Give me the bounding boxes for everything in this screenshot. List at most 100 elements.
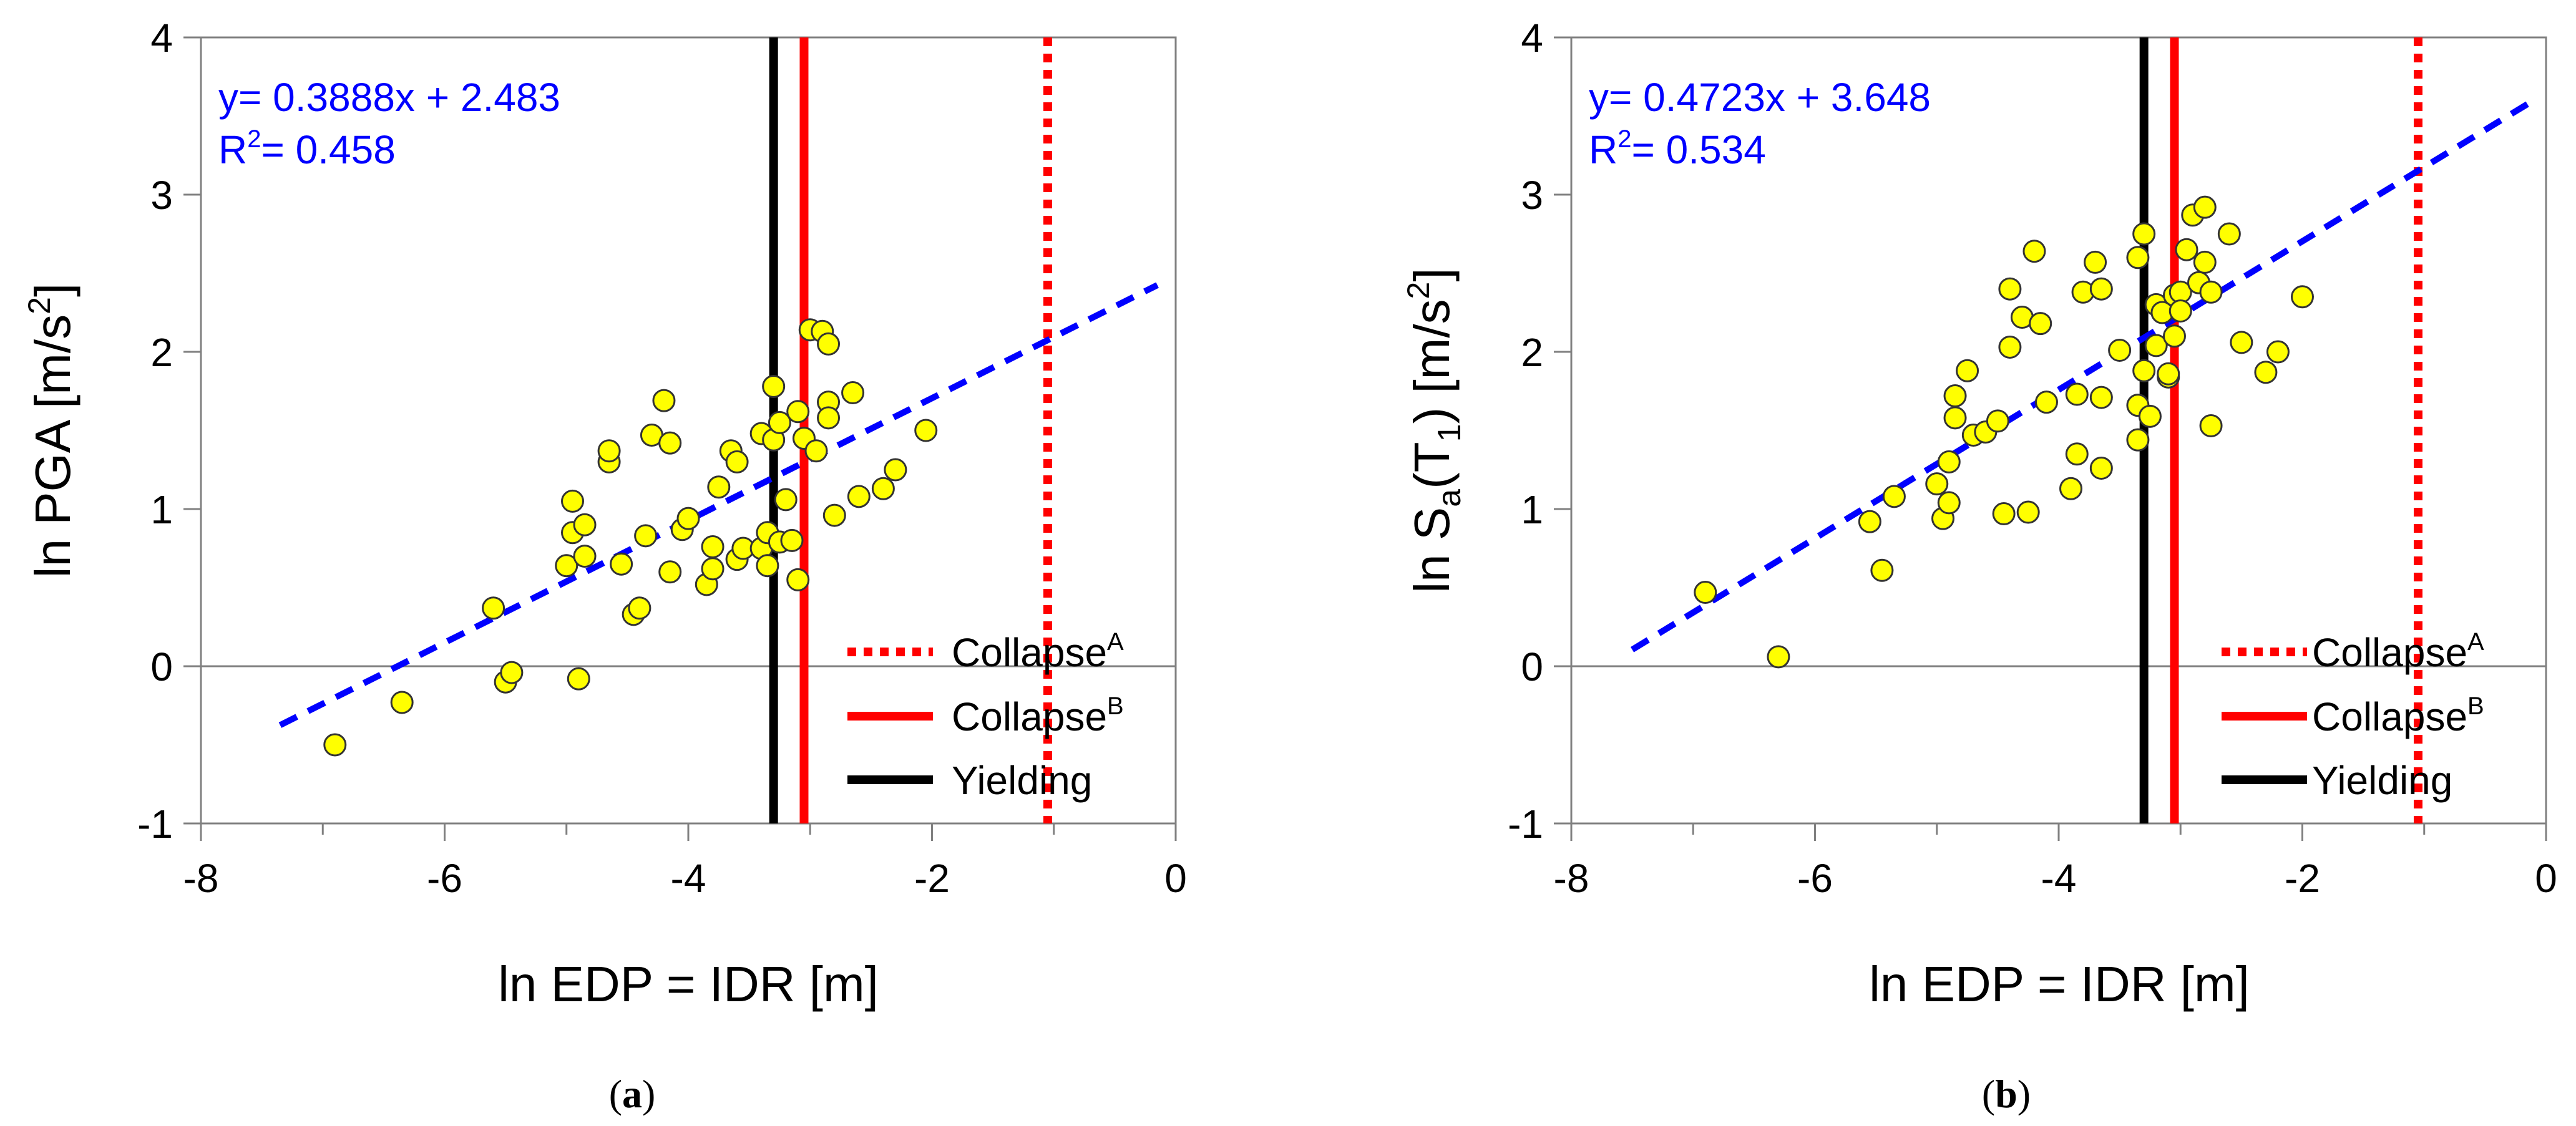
data-point bbox=[2138, 404, 2162, 428]
data-point bbox=[1986, 409, 2009, 433]
data-point bbox=[707, 475, 731, 499]
data-point bbox=[652, 389, 676, 412]
data-point bbox=[841, 381, 865, 405]
data-point bbox=[1925, 472, 1949, 496]
panel-caption: (b) bbox=[1982, 1072, 2031, 1116]
y-axis-label: ln Sa(T1) [m/s2] bbox=[1401, 268, 1468, 593]
y-tick-label: 0 bbox=[150, 644, 173, 689]
x-tick-label: -6 bbox=[1797, 856, 1833, 901]
data-point bbox=[2132, 359, 2156, 382]
data-point bbox=[2065, 442, 2089, 466]
data-point bbox=[914, 419, 938, 442]
data-point bbox=[1870, 558, 1894, 582]
data-point bbox=[1937, 491, 1961, 515]
data-point bbox=[871, 477, 895, 500]
data-point bbox=[610, 552, 633, 576]
data-point bbox=[2254, 361, 2278, 384]
data-point bbox=[817, 406, 841, 430]
data-point bbox=[482, 596, 505, 620]
data-point bbox=[725, 450, 749, 473]
data-point bbox=[2108, 338, 2132, 362]
y-tick-label: 1 bbox=[150, 487, 173, 532]
data-point bbox=[2065, 382, 2089, 406]
y-tick-label: -1 bbox=[137, 802, 173, 847]
legend-label-collapse-a: CollapseA bbox=[952, 628, 1124, 675]
data-point bbox=[658, 560, 682, 584]
y-axis-label: ln PGA [m/s2] bbox=[22, 283, 80, 578]
y-tick-label: 1 bbox=[1521, 487, 1543, 532]
data-point bbox=[597, 439, 621, 463]
x-axis-label: ln EDP = IDR [m] bbox=[1869, 956, 2250, 1012]
data-point bbox=[701, 557, 724, 581]
data-point bbox=[701, 535, 724, 558]
panel-caption: (a) bbox=[609, 1072, 656, 1116]
data-point bbox=[634, 524, 658, 548]
equation: y= 0.4723x + 3.648 bbox=[1589, 75, 1931, 120]
data-point bbox=[768, 410, 791, 434]
data-point bbox=[1694, 581, 1717, 604]
data-point bbox=[555, 554, 578, 578]
x-tick-label: -2 bbox=[914, 856, 950, 901]
data-point bbox=[2132, 222, 2156, 246]
data-point bbox=[786, 568, 810, 591]
data-point bbox=[561, 489, 585, 513]
data-point bbox=[762, 374, 786, 398]
data-point bbox=[2217, 222, 2241, 246]
data-point bbox=[2084, 250, 2107, 274]
x-tick-label: -4 bbox=[2041, 856, 2077, 901]
regression-line bbox=[1631, 97, 2536, 653]
data-point bbox=[567, 667, 590, 691]
data-point bbox=[1998, 335, 2022, 359]
equation: y= 0.3888x + 2.483 bbox=[218, 75, 560, 120]
legend-label-collapse-b: CollapseB bbox=[2312, 692, 2484, 739]
data-point bbox=[1992, 502, 2016, 526]
r-squared: R2= 0.534 bbox=[1589, 125, 1766, 172]
data-point bbox=[1998, 277, 2022, 301]
y-tick-label: 3 bbox=[150, 173, 173, 218]
legend-label-collapse-a: CollapseA bbox=[2312, 628, 2484, 675]
data-point bbox=[676, 507, 700, 530]
x-axis-label: ln EDP = IDR [m] bbox=[498, 956, 879, 1012]
y-tick-label: 4 bbox=[150, 16, 173, 61]
x-tick-label: -8 bbox=[1554, 856, 1589, 901]
legend-label-yielding: Yielding bbox=[2312, 758, 2452, 803]
data-point bbox=[2059, 477, 2083, 500]
y-tick-label: 0 bbox=[1521, 644, 1543, 689]
data-point bbox=[2034, 391, 2058, 414]
data-point bbox=[2126, 428, 2150, 452]
data-point bbox=[2193, 250, 2217, 274]
data-point bbox=[323, 733, 347, 757]
y-tick-label: 2 bbox=[1521, 330, 1543, 375]
x-tick-label: -4 bbox=[671, 856, 706, 901]
y-tick-label: 2 bbox=[150, 330, 173, 375]
data-point bbox=[1858, 510, 1881, 533]
data-point bbox=[756, 554, 779, 578]
data-point bbox=[1943, 384, 1967, 408]
data-point bbox=[2126, 246, 2150, 269]
data-point bbox=[1956, 359, 1979, 382]
legend-label-yielding: Yielding bbox=[952, 758, 1092, 803]
data-point bbox=[1882, 485, 1906, 508]
data-point bbox=[2169, 299, 2192, 323]
data-point bbox=[2291, 285, 2314, 309]
data-point bbox=[2266, 340, 2290, 364]
data-point bbox=[2175, 238, 2198, 261]
chart-panel-a: -8 -6 -4 -2 0 -1 0 1 2 3 4 y= 0.3888x + 2.483 R2= … bbox=[22, 16, 1187, 1116]
data-point bbox=[817, 332, 841, 356]
chart-panel-b: -8 -6 -4 -2 0 -1 0 1 2 3 4 y= 0.4723x + 3.648 R2= … bbox=[1401, 16, 2557, 1116]
data-point bbox=[2022, 240, 2046, 263]
data-point bbox=[658, 431, 682, 455]
data-point bbox=[500, 661, 524, 684]
data-point bbox=[573, 545, 597, 568]
data-point bbox=[2089, 456, 2113, 480]
data-point bbox=[2089, 386, 2113, 409]
x-tick-label: 0 bbox=[1164, 856, 1187, 901]
data-point bbox=[2089, 277, 2113, 301]
y-tick-label: -1 bbox=[1508, 802, 1543, 847]
x-tick-label: -8 bbox=[183, 856, 219, 901]
data-point bbox=[884, 458, 907, 482]
data-point bbox=[2199, 280, 2223, 304]
data-point bbox=[780, 528, 804, 552]
data-point bbox=[1937, 450, 1961, 473]
